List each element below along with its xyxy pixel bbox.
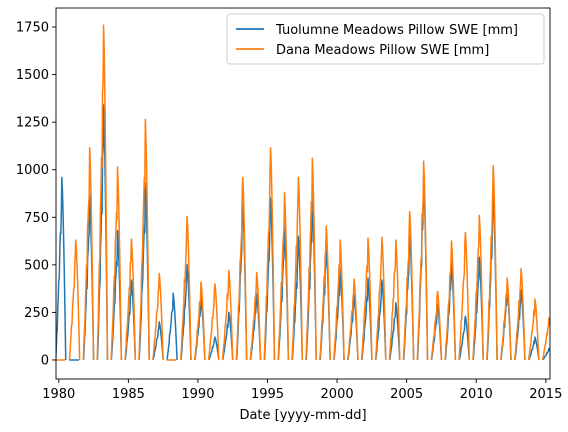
y-tick-label: 1000: [16, 163, 49, 178]
x-axis-label: Date [yyyy-mm-dd]: [239, 408, 366, 423]
y-tick-label: 750: [24, 211, 49, 226]
x-tick-label: 2005: [390, 387, 423, 402]
y-axis-ticks: 0 250 500 750 1000 1250 1500 1750: [16, 21, 56, 368]
x-tick-label: 2010: [460, 387, 493, 402]
plot-frame: [55, 7, 551, 380]
x-tick-label: 1990: [181, 387, 214, 402]
x-tick-label: 2000: [321, 387, 354, 402]
y-tick-label: 1750: [16, 21, 49, 36]
legend-label-tuolumne: Tuolumne Meadows Pillow SWE [mm]: [275, 23, 518, 38]
legend-label-dana: Dana Meadows Pillow SWE [mm]: [276, 43, 489, 58]
y-tick-label: 500: [24, 258, 49, 273]
x-axis-ticks: 1980 1985 1990 1995 2000 2005 2010 2015: [42, 379, 562, 402]
y-tick-label: 0: [41, 353, 49, 368]
x-tick-label: 1985: [112, 387, 145, 402]
legend: Tuolumne Meadows Pillow SWE [mm] Dana Me…: [226, 13, 545, 65]
series-line-dana: [56, 24, 550, 361]
y-tick-label: 250: [24, 306, 49, 321]
x-tick-label: 1995: [251, 387, 284, 402]
series-layer: [56, 24, 550, 361]
y-tick-label: 1500: [16, 68, 49, 83]
x-tick-label: 1980: [42, 387, 75, 402]
x-tick-label: 2015: [529, 387, 562, 402]
legend-box: [226, 13, 545, 65]
y-tick-label: 1250: [16, 116, 49, 131]
